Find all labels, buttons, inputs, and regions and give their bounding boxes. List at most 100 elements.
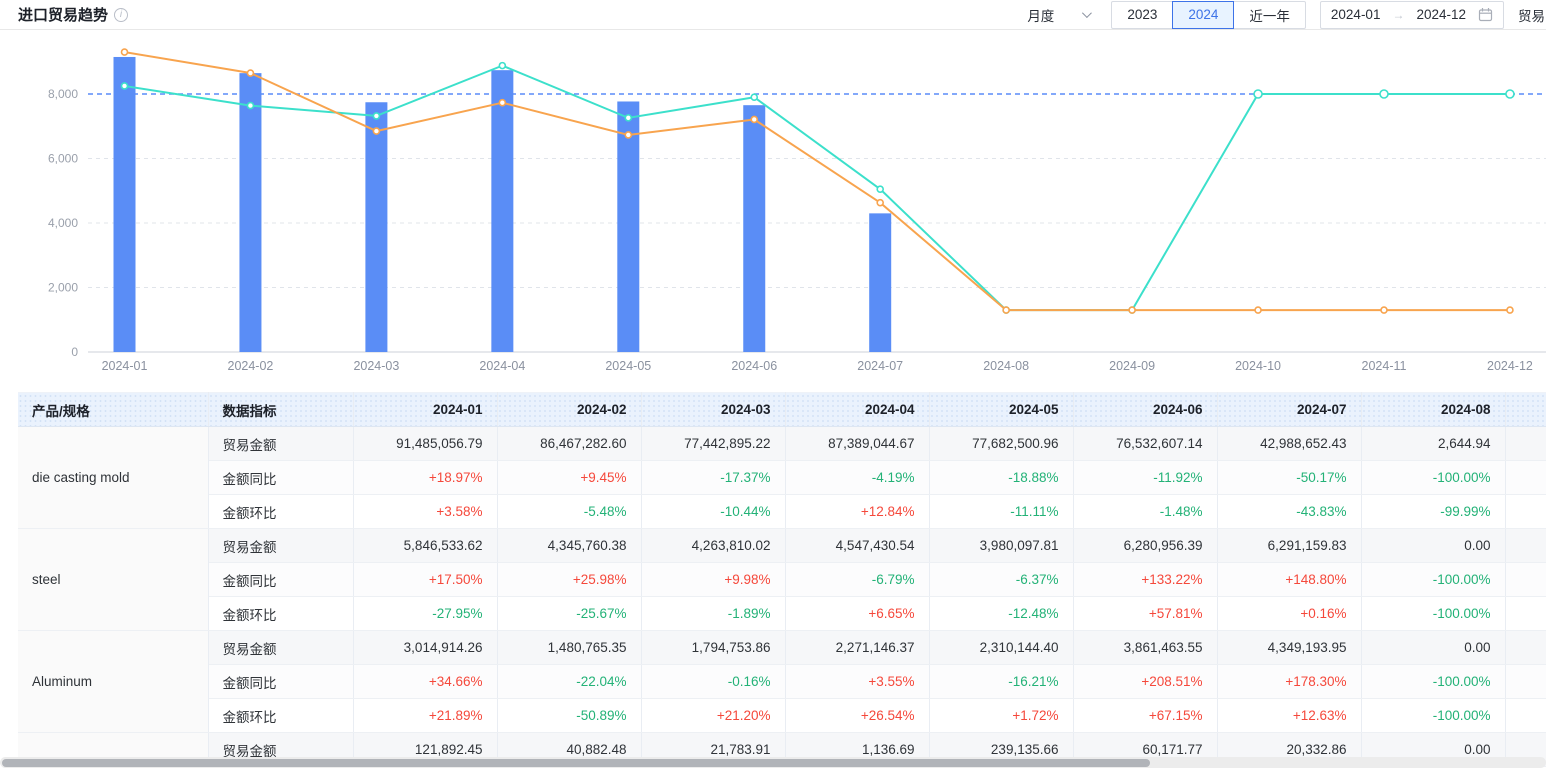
indicator-cell: 金额环比 — [208, 596, 354, 631]
horizontal-scrollbar-thumb[interactable] — [2, 758, 1150, 767]
trade-type-control[interactable]: 贸易 — [1518, 8, 1545, 24]
value-cell: -1.89% — [641, 596, 786, 631]
value-cell: -17.37% — [641, 460, 786, 495]
y-axis-tick-label: 0 — [71, 345, 78, 359]
line-series-teal-point-2024-04 — [498, 61, 507, 70]
indicator-cell: 金额同比 — [208, 562, 354, 597]
value-cell: 1,794,753.86 — [641, 630, 786, 665]
bar-2024-03 — [365, 102, 388, 352]
calendar-icon[interactable] — [1478, 7, 1493, 22]
value-cell: -50.89% — [497, 698, 642, 733]
chevron-down-icon — [1082, 8, 1093, 19]
line-series-orange-point-2024-02 — [246, 69, 255, 77]
trade-trend-chart[interactable]: 0 2,000 4,000 6,000 8,000 2024-01 2024-02 2024-… — [0, 30, 1546, 382]
header-indicator-column: 数据指标 — [208, 392, 354, 427]
table-row: 金额同比 +34.66% -22.04% -0.16% +3.55% -16.21% +20… — [18, 664, 1546, 699]
page-title: 进口贸易趋势 — [18, 7, 109, 24]
line-series-orange-point-2024-11 — [1380, 306, 1388, 314]
value-cell: +17.50% — [353, 562, 498, 597]
value-cell: -4.19% — [785, 460, 930, 495]
value-cell: -100.00% — [1361, 664, 1506, 699]
value-cell: -16.21% — [929, 664, 1074, 699]
year-button-2024[interactable]: 2024 — [1172, 0, 1235, 29]
line-series-orange-point-2024-07 — [876, 198, 885, 207]
line-series-orange-point-2024-08 — [1002, 306, 1010, 314]
table-row: 金额同比 +17.50% +25.98% +9.98% -6.79% -6.37% +133… — [18, 562, 1546, 597]
value-cell: +25.98% — [497, 562, 642, 597]
value-cell: 3,014,914.26 — [353, 630, 498, 665]
value-cell: +6.65% — [785, 596, 930, 631]
year-button-近一年[interactable]: 近一年 — [1233, 0, 1306, 29]
date-start-value[interactable]: 2024-01 — [1330, 7, 1381, 22]
trailing-empty-cell — [1505, 698, 1546, 733]
value-cell: +9.45% — [497, 460, 642, 495]
value-cell: 5,846,533.62 — [353, 528, 498, 563]
bar-2024-02 — [239, 73, 262, 352]
date-range-picker[interactable]: 2024-01 → 2024-12 — [1319, 0, 1504, 29]
value-cell: -12.48% — [929, 596, 1074, 631]
bar-2024-01 — [113, 56, 136, 353]
chart-controls: 月度 2023 2024 近一年 2024-01 → 2024-12 贸易 — [1019, 0, 1546, 29]
value-cell: +57.81% — [1073, 596, 1218, 631]
value-cell: 77,442,895.22 — [641, 426, 786, 461]
value-cell: +148.80% — [1217, 562, 1362, 597]
value-cell: -99.99% — [1361, 494, 1506, 529]
bar-2024-06 — [743, 105, 766, 352]
y-axis-tick-label: 6,000 — [48, 152, 78, 166]
trade-data-table-wrap: 产品/规格 数据指标 2024-01 2024-02 2024-03 2024-04 202… — [18, 392, 1546, 776]
horizontal-scrollbar-track[interactable] — [0, 757, 1546, 768]
value-cell: 77,682,500.96 — [929, 426, 1074, 461]
value-cell: -100.00% — [1361, 460, 1506, 495]
value-cell: +12.84% — [785, 494, 930, 529]
indicator-cell: 贸易金额 — [208, 426, 354, 461]
table-row: 金额同比 +18.97% +9.45% -17.37% -4.19% -18.88% -11… — [18, 460, 1546, 495]
trailing-empty-cell — [1505, 562, 1546, 597]
value-cell: -100.00% — [1361, 596, 1506, 631]
header-month-2024-08: 2024-08 — [1361, 392, 1506, 427]
value-cell: 0.00 — [1361, 630, 1506, 665]
value-cell: -27.95% — [353, 596, 498, 631]
value-cell: -11.11% — [929, 494, 1074, 529]
value-cell: +178.30% — [1217, 664, 1362, 699]
header-trailing-empty — [1505, 392, 1546, 427]
product-cell: steel — [18, 528, 209, 631]
value-cell: +21.20% — [641, 698, 786, 733]
product-cell: die casting mold — [18, 426, 209, 529]
indicator-cell: 贸易金额 — [208, 630, 354, 665]
table-row: 金额环比 +21.89% -50.89% +21.20% +26.54% +1.72% +6… — [18, 698, 1546, 733]
value-cell: 2,644.94 — [1361, 426, 1506, 461]
bar-2024-05 — [617, 101, 640, 353]
year-button-2023[interactable]: 2023 — [1111, 0, 1174, 29]
value-cell: +21.89% — [353, 698, 498, 733]
indicator-cell: 金额环比 — [208, 494, 354, 529]
line-series-teal-point-2024-03 — [372, 112, 381, 120]
trailing-empty-cell — [1505, 630, 1546, 665]
header-month-2024-06: 2024-06 — [1073, 392, 1218, 427]
header-product-column: 产品/规格 — [18, 392, 209, 427]
line-series-orange — [124, 51, 1510, 312]
page-title-group: 进口贸易趋势 i — [18, 4, 129, 25]
line-series-orange-point-2024-03 — [372, 127, 381, 135]
value-cell: +1.72% — [929, 698, 1074, 733]
value-cell: +67.15% — [1073, 698, 1218, 733]
value-cell: 3,980,097.81 — [929, 528, 1074, 563]
indicator-cell: 金额同比 — [208, 460, 354, 495]
value-cell: 1,480,765.35 — [497, 630, 642, 665]
value-cell: +0.16% — [1217, 596, 1362, 631]
x-axis-tick-label: 2024-09 — [1109, 359, 1155, 373]
line-series-orange-point-2024-09 — [1128, 306, 1136, 314]
value-cell: 4,349,193.95 — [1217, 630, 1362, 665]
frequency-select[interactable]: 月度 — [1019, 5, 1097, 25]
date-end-value[interactable]: 2024-12 — [1416, 7, 1466, 22]
value-cell: -50.17% — [1217, 460, 1362, 495]
value-cell: -22.04% — [497, 664, 642, 699]
info-icon[interactable]: i — [114, 7, 129, 22]
table-row: steel 贸易金额 5,846,533.62 4,345,760.38 4,263,8… — [18, 528, 1546, 631]
indicator-cell: 贸易金额 — [208, 528, 354, 563]
x-axis-tick-label: 2024-03 — [353, 359, 399, 373]
frequency-select-value: 月度 — [1027, 8, 1055, 24]
year-button-group: 2023 2024 近一年 — [1111, 0, 1306, 29]
trade-data-table: 产品/规格 数据指标 2024-01 2024-02 2024-03 2024-04 202… — [18, 392, 1546, 767]
value-cell: +3.58% — [353, 494, 498, 529]
line-series-teal-point-2024-10 — [1253, 89, 1263, 99]
